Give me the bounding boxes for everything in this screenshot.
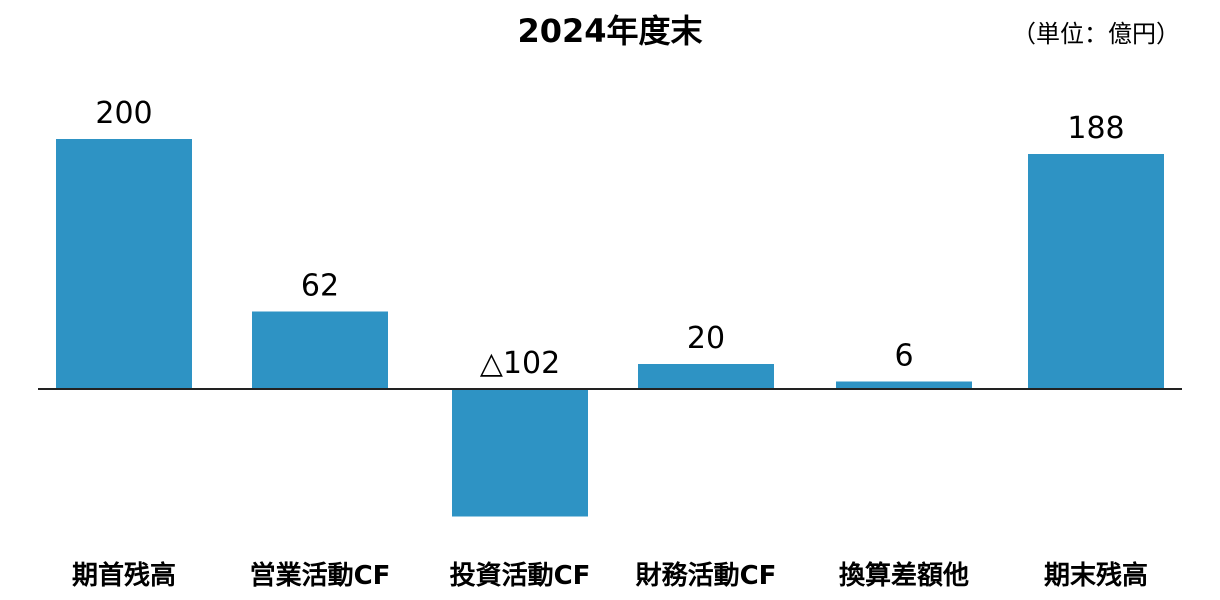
unit-label: （単位：億円） — [1012, 20, 1180, 48]
bar-1 — [56, 139, 192, 389]
category-label-group: 期首残高 営業活動CF 投資活動CF 財務活動CF 換算差額他 期末残高 — [72, 560, 1148, 591]
category-label-2: 営業活動CF — [250, 561, 391, 591]
category-label-3: 投資活動CF — [450, 561, 591, 591]
bar-3 — [452, 389, 588, 517]
category-label-6: 期末残高 — [1044, 560, 1148, 591]
bar-5 — [836, 381, 972, 389]
value-label-5: 6 — [894, 339, 913, 374]
bar-6 — [1028, 154, 1164, 389]
bar-4 — [638, 364, 774, 389]
bar-2 — [252, 311, 388, 389]
value-label-6: 188 — [1067, 111, 1124, 146]
value-label-1: 200 — [95, 96, 152, 131]
value-label-2: 62 — [301, 269, 339, 304]
value-label-group: 200 62 △102 20 6 188 — [95, 96, 1124, 381]
value-label-4: 20 — [687, 321, 725, 356]
value-label-3: △102 — [480, 346, 560, 381]
category-label-5: 換算差額他 — [839, 560, 969, 591]
category-label-4: 財務活動CF — [636, 561, 777, 591]
category-label-1: 期首残高 — [72, 560, 176, 591]
bar-group — [56, 139, 1164, 517]
chart-title: 2024年度末 — [517, 12, 702, 50]
